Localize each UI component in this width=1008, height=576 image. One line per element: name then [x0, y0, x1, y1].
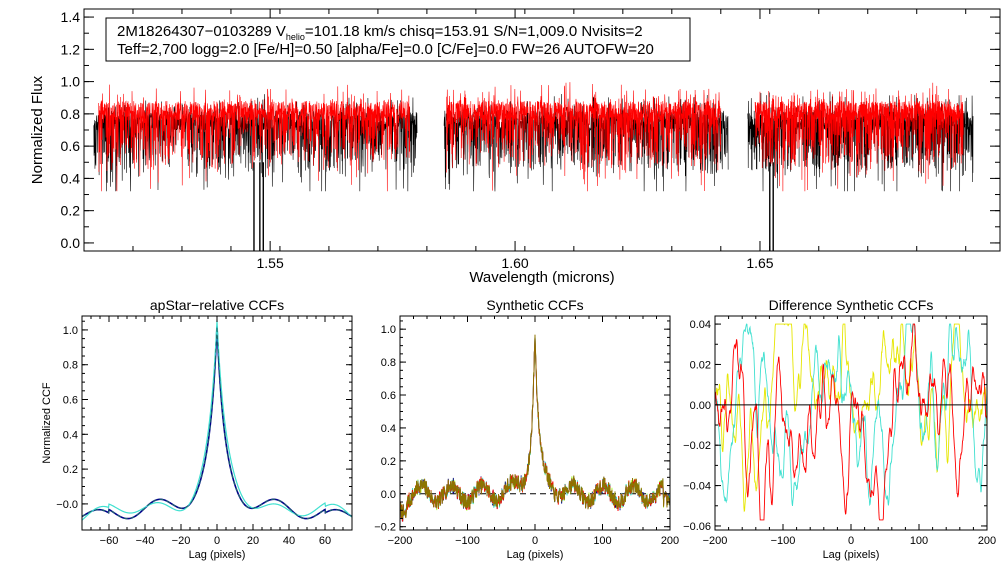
- ytick-label: 0.6: [61, 138, 81, 154]
- xtick-label: 40: [283, 535, 295, 547]
- ytick-label: 0.6: [381, 390, 396, 402]
- difference-ccf-xlabel: Lag (pixels): [823, 549, 880, 561]
- synthetic-ccf-xlabel: Lag (pixels): [507, 549, 564, 561]
- ytick-label: 0.04: [690, 319, 711, 331]
- xtick-label: −100: [771, 535, 796, 547]
- ytick-label: −0.02: [683, 440, 711, 452]
- difference-ccf-visit-2: [715, 323, 987, 507]
- ytick-label: −0.06: [683, 521, 711, 533]
- xtick-label: −200: [388, 535, 413, 547]
- ytick-label: 1.0: [381, 324, 396, 336]
- xtick-label: 1.65: [746, 255, 773, 271]
- spectrum-info-line2: Teff=2,700 logg=2.0 [Fe/H]=0.50 [alpha/F…: [117, 41, 654, 58]
- ytick-label: 0.4: [381, 423, 396, 435]
- difference-ccf-panel: −200 −100 0 100 200 −0.06 −0.04 −0.02 0.00 0.02 0.…: [683, 297, 996, 561]
- difference-ccf-visit-3: [715, 323, 987, 521]
- ytick-label: −0.04: [683, 481, 711, 493]
- ytick-label: 0.8: [381, 357, 396, 369]
- apstar-ccf-lines: [82, 320, 352, 521]
- spectrum-info-line1: 2M18264307−0103289 Vhelio=101.18 km/s ch…: [117, 23, 643, 42]
- xtick-label: 0: [848, 535, 854, 547]
- ytick-label: 0.2: [61, 203, 81, 219]
- xtick-label: 60: [319, 535, 331, 547]
- apstar-ccf-title: apStar−relative CCFs: [150, 297, 284, 313]
- xtick-label: 100: [910, 535, 928, 547]
- synthetic-ccf-visit-5: [400, 334, 670, 521]
- spectrum-model-chip-3: [754, 82, 964, 192]
- ytick-label: 0.8: [63, 360, 78, 372]
- xtick-label: 200: [978, 535, 996, 547]
- apstar-ccf-ylabel: Normalized CCF: [41, 382, 53, 464]
- apstar-ccf-xlabel: Lag (pixels): [189, 549, 246, 561]
- spectrum-info-box: [105, 17, 691, 62]
- ytick-label: 0.4: [61, 170, 81, 186]
- xtick-label: −40: [136, 535, 155, 547]
- xtick-label: 1.60: [501, 255, 528, 271]
- xtick-label: −60: [100, 535, 119, 547]
- ytick-label: 0.0: [381, 489, 396, 501]
- xtick-label: −100: [455, 535, 480, 547]
- spectrum-xlabel: Wavelength (microns): [469, 269, 614, 286]
- difference-ccf-plot-frame: [714, 315, 988, 531]
- ytick-label: 0.0: [61, 235, 81, 251]
- ytick-label: 0.00: [690, 400, 711, 412]
- xtick-label: −20: [172, 535, 191, 547]
- apstar-ccf-ticks: −60 −40 −20 0 20 40 60 −0.0 0.2 0.4 0.6 0.8 1.0: [56, 316, 353, 547]
- xtick-label: 20: [247, 535, 259, 547]
- difference-ccf-ticks: −200 −100 0 100 200 −0.06 −0.04 −0.02 0.00 0.02 0.…: [683, 316, 996, 547]
- ytick-label: 1.2: [61, 41, 81, 57]
- apstar-ccf-panel: −60 −40 −20 0 20 40 60 −0.0 0.2 0.4 0.6 0.8 1.0 apSt…: [41, 297, 353, 561]
- info-line1-post: =101.18 km/s chisq=153.91 S/N=1,009.0 Nv…: [305, 23, 643, 40]
- ytick-label: 0.2: [381, 456, 396, 468]
- ytick-label: 1.0: [61, 74, 81, 90]
- xtick-label: 1.55: [257, 255, 284, 271]
- ytick-label: 0.8: [61, 106, 81, 122]
- apstar-ccf-combined: [82, 326, 352, 520]
- xtick-label: −200: [703, 535, 728, 547]
- xtick-label: 100: [593, 535, 611, 547]
- synthetic-ccf-lines: [400, 334, 670, 522]
- spectrum-model-chip-2: [446, 82, 722, 192]
- spectrum-lines: [93, 82, 974, 251]
- synthetic-ccf-panel: −200 −100 0 100 200 −0.2 0.0 0.2 0.4 0.6 0.8 1.0 Sy…: [374, 297, 679, 561]
- ytick-label: 0.02: [690, 359, 711, 371]
- xtick-label: 200: [661, 535, 679, 547]
- spectrum-panel: 1.55 1.60 1.65 0.0 0.2 0.4 0.6 0.8 1.0 1.2 1.4 Nor…: [29, 8, 1001, 286]
- spectrum-model-chip-1: [98, 84, 411, 192]
- ytick-label: −0.2: [374, 522, 396, 534]
- difference-ccf-lines: [715, 323, 987, 521]
- info-line1-sub: helio: [286, 32, 305, 42]
- ytick-label: 0.4: [63, 429, 78, 441]
- xtick-label: 0: [532, 535, 538, 547]
- info-line1-pre: 2M18264307−0103289 V: [117, 23, 286, 40]
- ytick-label: 1.0: [63, 325, 78, 337]
- synthetic-ccf-ticks: −200 −100 0 100 200 −0.2 0.0 0.2 0.4 0.6 0.8 1.0: [374, 316, 679, 547]
- ytick-label: 1.4: [61, 9, 81, 25]
- apstar-ccf-plot-frame: [81, 315, 353, 531]
- difference-ccf-title: Difference Synthetic CCFs: [769, 297, 934, 313]
- spectrum-ylabel: Normalized Flux: [29, 75, 46, 184]
- xtick-label: 0: [214, 535, 220, 547]
- ytick-label: 0.6: [63, 395, 78, 407]
- ytick-label: 0.2: [63, 464, 78, 476]
- ytick-label: −0.0: [56, 499, 78, 511]
- apstar-ccf-visit-1: [82, 326, 352, 520]
- spectrum-ticks: 1.55 1.60 1.65 0.0 0.2 0.4 0.6 0.8 1.0 1.2 1.4: [61, 9, 1000, 271]
- synthetic-ccf-title: Synthetic CCFs: [486, 297, 583, 313]
- apstar-ccf-visit-2: [82, 320, 352, 521]
